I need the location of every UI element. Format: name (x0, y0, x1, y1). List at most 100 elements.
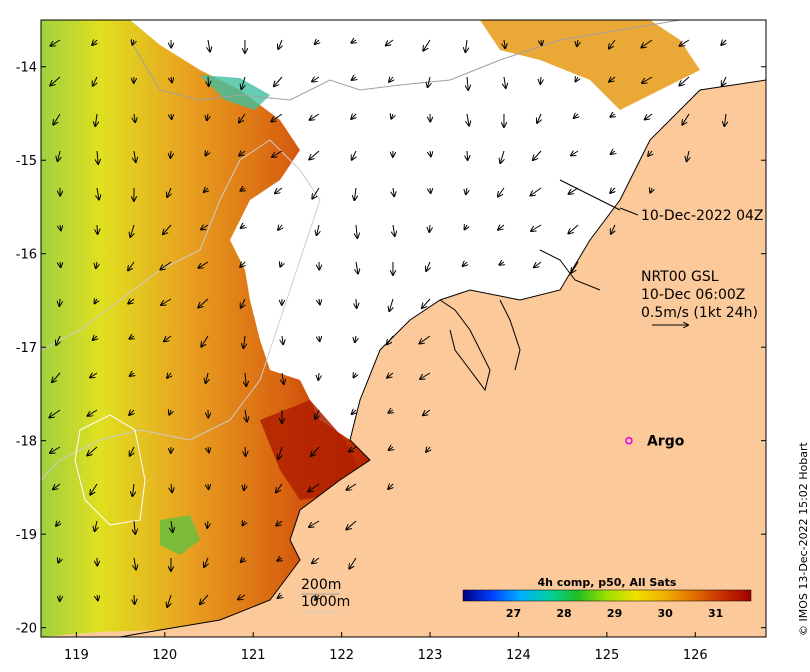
current-vector (201, 335, 209, 347)
current-vector (311, 446, 320, 456)
current-vector (642, 76, 653, 83)
x-tick-label: 124 (506, 648, 531, 663)
current-vector (310, 113, 320, 120)
current-vector (241, 558, 245, 562)
current-vector (680, 39, 690, 46)
current-vector (349, 557, 357, 569)
current-vector (534, 261, 542, 267)
current-vector (574, 114, 578, 118)
current-vector (687, 150, 689, 161)
kimberley-coastline-detail (439, 179, 621, 392)
current-vector (56, 335, 60, 345)
current-vector (568, 224, 579, 234)
argo-float-marker[interactable] (625, 436, 633, 445)
current-vector (315, 595, 319, 600)
current-vector (130, 373, 134, 376)
current-vector (95, 113, 97, 126)
colorbar-tick-label: 30 (657, 607, 673, 620)
current-vector (419, 335, 431, 344)
current-vector (423, 409, 431, 415)
current-vector (49, 409, 61, 418)
current-vector (430, 151, 431, 156)
current-vector (276, 521, 283, 526)
current-vector (132, 40, 134, 45)
x-tick-label: 126 (683, 648, 708, 663)
y-tick-label: -14 (16, 61, 37, 76)
current-vector (389, 77, 393, 82)
current-vector (134, 150, 136, 162)
current-vector (540, 76, 541, 84)
current-vector (240, 262, 245, 267)
current-vector (352, 410, 356, 414)
current-vector (243, 335, 245, 348)
current-vector (500, 150, 504, 163)
current-vector (164, 335, 172, 341)
current-vector (208, 39, 210, 52)
current-vector (356, 298, 357, 308)
current-vector (465, 39, 467, 52)
sst-cool-patch-nw (200, 75, 270, 110)
current-vector (243, 521, 246, 525)
current-vector (241, 298, 245, 308)
current-vector (53, 113, 61, 125)
credit-text: © IMOS 13-Dec-2022 15:02 Hobart (797, 442, 810, 636)
current-vector (356, 224, 357, 238)
colorbar-bar (462, 589, 752, 602)
current-vector (239, 151, 246, 156)
current-vector (352, 77, 356, 80)
current-vector (349, 447, 357, 452)
current-vector (571, 151, 579, 156)
current-vector (52, 372, 61, 382)
current-vector (356, 261, 358, 274)
y-tick-label: -15 (16, 154, 37, 169)
current-vector (58, 558, 60, 563)
current-vector (389, 447, 393, 450)
current-vector (92, 40, 97, 45)
current-vector (498, 187, 505, 197)
current-vector (347, 483, 357, 490)
current-vector (351, 114, 356, 119)
current-vector (576, 77, 579, 81)
current-vector (198, 298, 209, 308)
current-vector (53, 483, 61, 489)
x-tick-label: 120 (152, 648, 177, 663)
colorbar-tick-label: 27 (506, 607, 521, 620)
argo-label: Argo (647, 434, 685, 450)
current-vector (90, 483, 98, 495)
current-vector (504, 76, 506, 88)
current-vector (611, 224, 615, 234)
current-vector (129, 336, 134, 339)
current-scale-label: 0.5m/s (1kt 24h) (641, 305, 758, 321)
current-vector (388, 484, 393, 489)
current-vector (498, 225, 505, 230)
colorbar-title: 4h comp, p50, All Sats (538, 576, 677, 589)
current-vector (272, 150, 283, 157)
current-vector (206, 151, 209, 155)
current-vector (722, 76, 726, 86)
current-vector (312, 77, 320, 82)
current-vector (355, 335, 356, 342)
current-vector (134, 113, 135, 122)
current-vector (282, 335, 283, 344)
current-vector (97, 187, 99, 200)
current-vector (208, 76, 209, 86)
current-time-label: 10-Dec 06:00Z (641, 287, 745, 303)
current-vector (318, 372, 319, 380)
current-vector (163, 224, 172, 234)
current-vector (423, 39, 431, 51)
current-vector (422, 298, 431, 308)
current-vector (721, 40, 726, 45)
current-vector (420, 372, 431, 379)
current-vector (93, 76, 97, 86)
current-vector (171, 114, 172, 119)
current-vector (428, 76, 430, 87)
current-vector (271, 113, 283, 122)
current-vector (430, 188, 431, 193)
current-vector (206, 372, 208, 383)
isobath-200m (129, 20, 681, 101)
y-tick-label: -16 (16, 248, 37, 263)
current-vector (96, 261, 97, 268)
current-vector (315, 40, 319, 44)
current-vector (245, 446, 246, 456)
current-vector (171, 77, 172, 82)
